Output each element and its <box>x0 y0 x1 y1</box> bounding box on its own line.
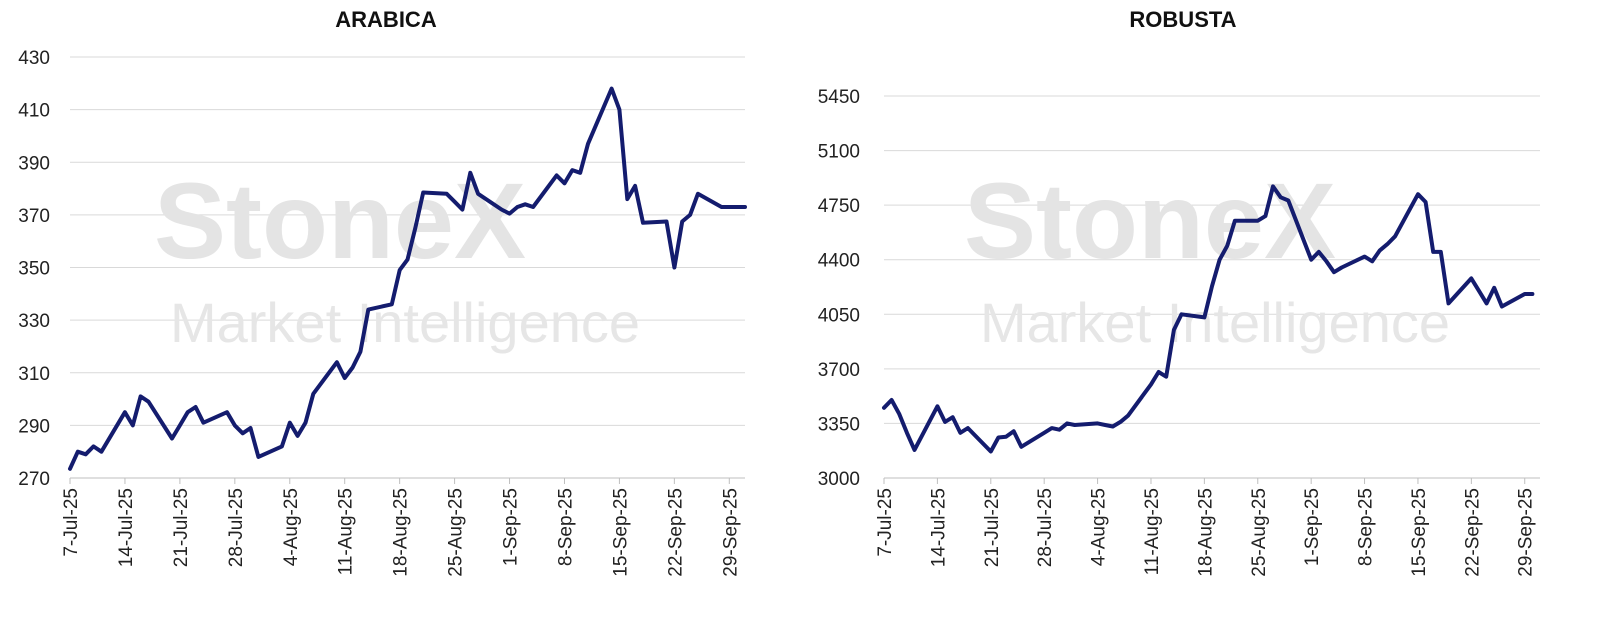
arabica-x-tick-label: 22-Sep-25 <box>665 488 686 577</box>
arabica-watermark: StoneX Market Intelligence <box>154 160 640 354</box>
robusta-x-tick-label: 8-Sep-25 <box>1356 488 1377 566</box>
arabica-x-tick-label: 21-Jul-25 <box>171 488 192 567</box>
robusta-y-tick-label: 4750 <box>818 196 860 217</box>
arabica-y-tick-label: 270 <box>18 469 50 490</box>
robusta-chart: ROBUSTA StoneX Market Intelligence 3000 3… <box>818 7 1540 577</box>
robusta-watermark-subtitle: Market Intelligence <box>980 291 1450 354</box>
robusta-y-tick-label: 3000 <box>818 469 860 490</box>
robusta-series-line <box>882 184 1535 454</box>
robusta-x-tick-label: 11-Aug-25 <box>1142 488 1163 575</box>
arabica-series-line <box>68 86 747 471</box>
arabica-y-tick-label: 390 <box>18 153 50 174</box>
arabica-x-tick-label: 1-Sep-25 <box>501 488 522 566</box>
robusta-y-tick-label: 4400 <box>818 251 860 272</box>
robusta-x-tick-label: 14-Jul-25 <box>928 488 949 567</box>
arabica-y-tick-label: 430 <box>18 48 50 69</box>
arabica-y-tick-label: 310 <box>18 364 50 385</box>
robusta-watermark-stonex: StoneX <box>964 160 1336 281</box>
arabica-y-tick-label: 370 <box>18 206 50 227</box>
robusta-y-tick-label: 5450 <box>818 87 860 108</box>
robusta-y-tick-label: 4050 <box>818 305 860 326</box>
arabica-y-tick-label: 410 <box>18 101 50 122</box>
arabica-x-tick-label: 15-Sep-25 <box>610 488 631 577</box>
robusta-x-tick-label: 7-Jul-25 <box>875 488 896 557</box>
arabica-x-tick-label: 7-Jul-25 <box>61 488 82 557</box>
robusta-x-tick-label: 15-Sep-25 <box>1409 488 1430 577</box>
arabica-x-tick-label: 18-Aug-25 <box>391 488 412 577</box>
robusta-y-tick-label: 3350 <box>818 414 860 435</box>
arabica-y-tick-label: 290 <box>18 416 50 437</box>
arabica-chart-title: ARABICA <box>335 7 437 32</box>
robusta-x-tick-label: 18-Aug-25 <box>1195 488 1216 577</box>
robusta-x-tick-label: 1-Sep-25 <box>1302 488 1323 566</box>
robusta-chart-title: ROBUSTA <box>1129 7 1236 32</box>
arabica-y-tick-label: 330 <box>18 311 50 332</box>
robusta-x-tick-label: 21-Jul-25 <box>982 488 1003 567</box>
robusta-x-tick-label: 28-Jul-25 <box>1035 488 1056 567</box>
arabica-x-tick-label: 25-Aug-25 <box>446 488 467 577</box>
arabica-x-tick-label: 11-Aug-25 <box>336 488 357 575</box>
robusta-x-tick-label: 22-Sep-25 <box>1462 488 1483 577</box>
arabica-watermark-subtitle: Market Intelligence <box>170 291 640 354</box>
arabica-watermark-stonex: StoneX <box>154 160 526 281</box>
robusta-x-tick-label: 25-Aug-25 <box>1249 488 1270 577</box>
arabica-chart: ARABICA StoneX Market Intelligence 270 29… <box>18 7 747 577</box>
arabica-x-tick-label: 29-Sep-25 <box>720 488 741 577</box>
arabica-x-tick-label: 8-Sep-25 <box>555 488 576 566</box>
arabica-y-tick-label: 350 <box>18 259 50 280</box>
robusta-y-tick-label: 5100 <box>818 142 860 163</box>
robusta-x-tick-label: 4-Aug-25 <box>1089 488 1110 566</box>
arabica-x-tick-label: 4-Aug-25 <box>281 488 302 566</box>
robusta-y-tick-label: 3700 <box>818 360 860 381</box>
arabica-x-tick-label: 14-Jul-25 <box>116 488 137 567</box>
arabica-x-tick-label: 28-Jul-25 <box>226 488 247 567</box>
robusta-watermark: StoneX Market Intelligence <box>964 160 1450 354</box>
robusta-x-tick-label: 29-Sep-25 <box>1516 488 1537 577</box>
